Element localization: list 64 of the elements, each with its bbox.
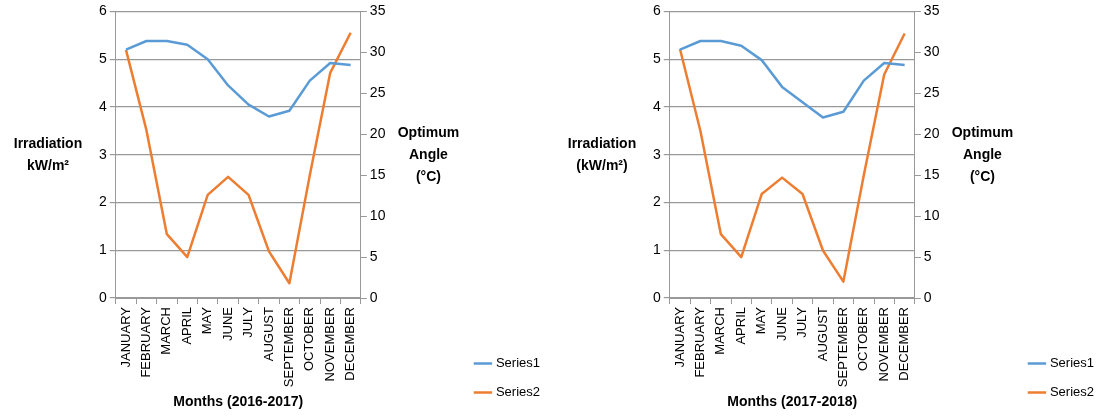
y2-tick-label: 25 bbox=[923, 84, 940, 101]
y-tick-label: 0 bbox=[98, 288, 107, 305]
y2-tick-label: 35 bbox=[923, 2, 940, 19]
y2-tick-label: 30 bbox=[369, 43, 386, 60]
y2-tick-label: 0 bbox=[369, 288, 378, 305]
y2-tick-label: 15 bbox=[369, 166, 386, 183]
y2-tick-label: 10 bbox=[923, 206, 940, 223]
x-tick-label: AUGUST bbox=[814, 306, 830, 362]
x-tick-label: DECEMBER bbox=[342, 307, 358, 381]
x-tick-label: MAY bbox=[199, 306, 215, 335]
y-tick-label: 5 bbox=[652, 50, 661, 67]
y2-tick-label: 15 bbox=[923, 166, 940, 183]
y-tick-label: 5 bbox=[98, 50, 107, 67]
y-tick-label: 4 bbox=[652, 97, 661, 114]
y2-tick-label: 20 bbox=[923, 125, 940, 142]
y2-tick-label: 25 bbox=[369, 84, 386, 101]
y-tick-label: 4 bbox=[98, 97, 107, 114]
x-tick-label: SEPTEMBER bbox=[280, 307, 296, 388]
x-tick-label: DECEMBER bbox=[896, 307, 912, 381]
y2-tick-label: 30 bbox=[923, 43, 940, 60]
y-tick-label: 3 bbox=[652, 145, 661, 162]
legend-label: Series1 bbox=[1049, 355, 1094, 371]
x-tick-label: MARCH bbox=[712, 307, 728, 355]
x-tick-label: JUNE bbox=[773, 306, 789, 341]
legend-label: Series1 bbox=[495, 355, 540, 371]
x-tick-label: JANUARY bbox=[117, 306, 133, 368]
y-axis-title: Irradiation kW/m² bbox=[13, 134, 83, 173]
x-tick-label: JULY bbox=[240, 306, 256, 338]
y2-tick-label: 5 bbox=[369, 247, 378, 264]
x-tick-label: MAY bbox=[753, 306, 769, 335]
x-tick-label: FEBRUARY bbox=[138, 306, 153, 378]
y2-axis-title: Optimum Angle (°C) bbox=[397, 123, 460, 184]
x-tick-label: APRIL bbox=[732, 307, 748, 345]
x-tick-label: SEPTEMBER bbox=[834, 307, 850, 388]
x-tick-label: APRIL bbox=[178, 307, 194, 345]
y-axis-title: Irradiation (kW/m²) bbox=[567, 134, 637, 173]
legend-label: Series2 bbox=[1049, 384, 1094, 400]
x-tick-label: JULY bbox=[794, 306, 810, 338]
y-tick-label: 3 bbox=[98, 145, 107, 162]
x-tick-label: JANUARY bbox=[671, 306, 687, 368]
y-tick-label: 2 bbox=[98, 193, 107, 210]
y2-tick-label: 10 bbox=[369, 206, 386, 223]
y2-axis-title: Optimum Angle (°C) bbox=[951, 123, 1014, 184]
x-tick-label: OCTOBER bbox=[855, 307, 871, 372]
y2-tick-label: 0 bbox=[923, 288, 932, 305]
legend-label: Series2 bbox=[495, 384, 540, 400]
y2-tick-label: 5 bbox=[923, 247, 932, 264]
y2-tick-label: 20 bbox=[369, 125, 386, 142]
y-tick-label: 1 bbox=[98, 241, 107, 258]
x-tick-label: NOVEMBER bbox=[875, 307, 891, 382]
x-axis-title: Months (2016-2017) bbox=[173, 393, 304, 410]
y-tick-label: 0 bbox=[652, 288, 661, 305]
x-tick-label: MARCH bbox=[158, 307, 174, 355]
y-tick-label: 6 bbox=[652, 2, 661, 19]
y2-tick-label: 35 bbox=[369, 2, 386, 19]
x-tick-label: OCTOBER bbox=[301, 307, 317, 372]
x-tick-label: FEBRUARY bbox=[692, 306, 707, 378]
x-tick-label: JUNE bbox=[219, 306, 235, 341]
y-tick-label: 2 bbox=[652, 193, 661, 210]
x-tick-label: NOVEMBER bbox=[321, 307, 337, 382]
x-axis-title: Months (2017-2018) bbox=[727, 393, 858, 410]
x-tick-label: AUGUST bbox=[260, 306, 276, 362]
y-tick-label: 1 bbox=[652, 241, 661, 258]
y-tick-label: 6 bbox=[98, 2, 107, 19]
